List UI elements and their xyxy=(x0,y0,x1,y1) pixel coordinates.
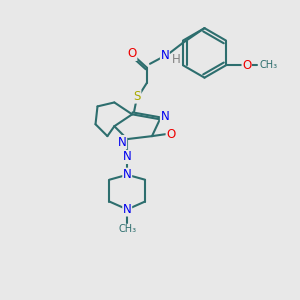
Text: S: S xyxy=(134,90,141,103)
Text: N: N xyxy=(123,203,132,216)
Text: CH₃: CH₃ xyxy=(260,60,278,70)
Text: N: N xyxy=(123,168,132,181)
Text: O: O xyxy=(242,59,251,72)
Text: H: H xyxy=(172,53,181,66)
Text: O: O xyxy=(128,47,137,60)
Text: N: N xyxy=(160,50,169,62)
Text: O: O xyxy=(166,128,176,141)
Text: N: N xyxy=(123,150,132,164)
Text: CH₃: CH₃ xyxy=(118,224,136,234)
Text: N: N xyxy=(160,110,169,123)
Text: N: N xyxy=(118,136,127,148)
